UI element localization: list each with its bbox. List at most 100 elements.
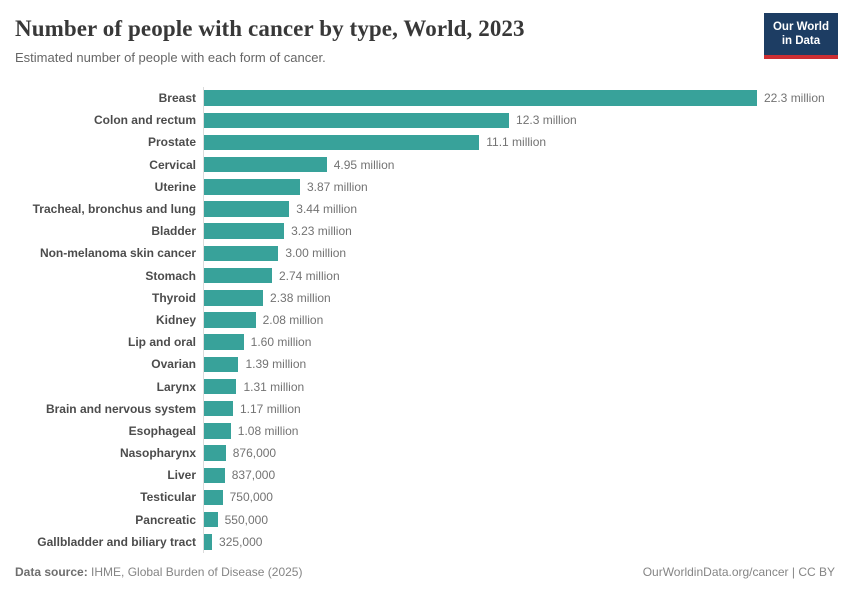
bar-chart: Breast 22.3 million Colon and rectum 12.…	[15, 87, 835, 553]
owid-logo[interactable]: Our World in Data	[763, 13, 838, 59]
bar[interactable]	[204, 134, 480, 151]
chart-row: Gallbladder and biliary tract 325,000	[15, 530, 835, 553]
value-label: 2.74 million	[278, 268, 340, 283]
chart-row: Larynx 1.31 million	[15, 375, 835, 398]
bar[interactable]	[204, 267, 272, 284]
bar[interactable]	[204, 245, 279, 262]
category-label: Cervical	[149, 157, 196, 172]
category-label: Esophageal	[128, 423, 196, 438]
bar[interactable]	[204, 334, 244, 350]
value-label: 750,000	[229, 490, 273, 505]
category-label: Colon and rectum	[93, 113, 196, 128]
bar[interactable]	[204, 156, 327, 173]
value-label: 1.39 million	[245, 357, 307, 372]
value-label: 22.3 million	[764, 91, 825, 106]
value-label: 1.31 million	[243, 379, 305, 394]
category-label: Ovarian	[151, 357, 196, 372]
bar[interactable]	[204, 179, 300, 195]
value-label: 12.3 million	[516, 113, 577, 128]
value-label: 11.1 million	[486, 135, 547, 150]
bar[interactable]	[204, 489, 223, 506]
category-label: Pancreatic	[135, 512, 196, 527]
bar[interactable]	[204, 400, 233, 417]
chart-row: Pancreatic 550,000	[15, 508, 835, 531]
category-label: Nasopharynx	[119, 446, 196, 461]
row-plot: 2.74 million	[203, 264, 835, 287]
row-plot: 2.08 million	[203, 308, 835, 332]
value-label: 876,000	[232, 446, 277, 461]
category-label: Kidney	[155, 312, 196, 327]
chart-row: Bladder 3.23 million	[15, 220, 835, 243]
bar[interactable]	[204, 378, 237, 395]
chart-row: Ovarian 1.39 million	[15, 353, 835, 376]
category-label: Liver	[167, 468, 196, 483]
category-label: Gallbladder and biliary tract	[37, 534, 196, 549]
bar[interactable]	[204, 312, 256, 328]
bar[interactable]	[204, 467, 225, 484]
category-label: Tracheal, bronchus and lung	[32, 202, 196, 217]
chart-row: Breast 22.3 million	[15, 87, 835, 110]
value-label: 325,000	[219, 534, 263, 549]
data-source-label: Data source:	[15, 565, 88, 579]
chart-header: Number of people with cancer by type, Wo…	[15, 16, 745, 65]
chart-row: Colon and rectum 12.3 million	[15, 109, 835, 132]
value-label: 1.08 million	[237, 423, 299, 438]
chart-row: Nasopharynx 876,000	[15, 442, 835, 465]
category-label: Breast	[158, 91, 196, 106]
row-plot: 3.87 million	[203, 175, 835, 198]
row-plot: 2.38 million	[203, 286, 835, 309]
row-plot: 3.44 million	[203, 197, 835, 221]
category-label: Lip and oral	[127, 335, 196, 350]
row-plot: 4.95 million	[203, 153, 835, 176]
bar[interactable]	[204, 356, 239, 373]
data-source-text: IHME, Global Burden of Disease (2025)	[87, 565, 303, 579]
category-label: Testicular	[140, 490, 196, 505]
chart-row: Stomach 2.74 million	[15, 264, 835, 287]
category-label: Brain and nervous system	[45, 401, 196, 416]
bar[interactable]	[204, 201, 290, 217]
chart-row: Cervical 4.95 million	[15, 153, 835, 176]
value-label: 3.44 million	[296, 202, 357, 217]
value-label: 550,000	[224, 512, 269, 527]
category-label: Stomach	[145, 268, 196, 283]
bar[interactable]	[204, 445, 226, 461]
row-plot: 1.60 million	[203, 331, 835, 354]
value-label: 2.08 million	[262, 312, 324, 327]
bar[interactable]	[204, 112, 510, 129]
value-label: 4.95 million	[333, 157, 395, 172]
chart-row: Thyroid 2.38 million	[15, 286, 835, 309]
row-plot: 3.00 million	[203, 242, 835, 265]
row-plot: 550,000	[203, 508, 835, 531]
row-plot: 1.39 million	[203, 353, 835, 376]
bar[interactable]	[204, 511, 218, 528]
bar[interactable]	[204, 290, 264, 306]
attribution[interactable]: OurWorldinData.org/cancer | CC BY	[642, 565, 835, 579]
category-label: Thyroid	[152, 290, 196, 305]
bar[interactable]	[204, 534, 213, 550]
row-plot: 837,000	[203, 464, 835, 487]
value-label: 1.17 million	[240, 401, 301, 416]
chart-row: Tracheal, bronchus and lung 3.44 million	[15, 197, 835, 221]
bar[interactable]	[204, 223, 285, 239]
chart-row: Kidney 2.08 million	[15, 308, 835, 332]
page-subtitle: Estimated number of people with each for…	[15, 50, 326, 65]
data-source: Data source: IHME, Global Burden of Dise…	[15, 565, 302, 579]
row-plot: 876,000	[203, 442, 835, 465]
bar[interactable]	[204, 90, 757, 106]
row-plot: 11.1 million	[203, 131, 835, 154]
owid-logo-line2: in Data	[781, 35, 821, 48]
row-plot: 325,000	[203, 530, 835, 553]
page-title: Number of people with cancer by type, Wo…	[15, 16, 525, 41]
bar[interactable]	[204, 423, 231, 439]
chart-row: Testicular 750,000	[15, 486, 835, 509]
row-plot: 22.3 million	[203, 87, 835, 110]
category-label: Prostate	[147, 135, 196, 150]
category-label: Bladder	[151, 224, 196, 239]
owid-logo-line1: Our World	[772, 21, 829, 33]
chart-row: Non-melanoma skin cancer 3.00 million	[15, 242, 835, 265]
row-plot: 1.17 million	[203, 397, 835, 420]
row-plot: 1.08 million	[203, 419, 835, 442]
value-label: 3.87 million	[306, 179, 368, 194]
chart-footer: Data source: IHME, Global Burden of Dise…	[15, 565, 835, 579]
